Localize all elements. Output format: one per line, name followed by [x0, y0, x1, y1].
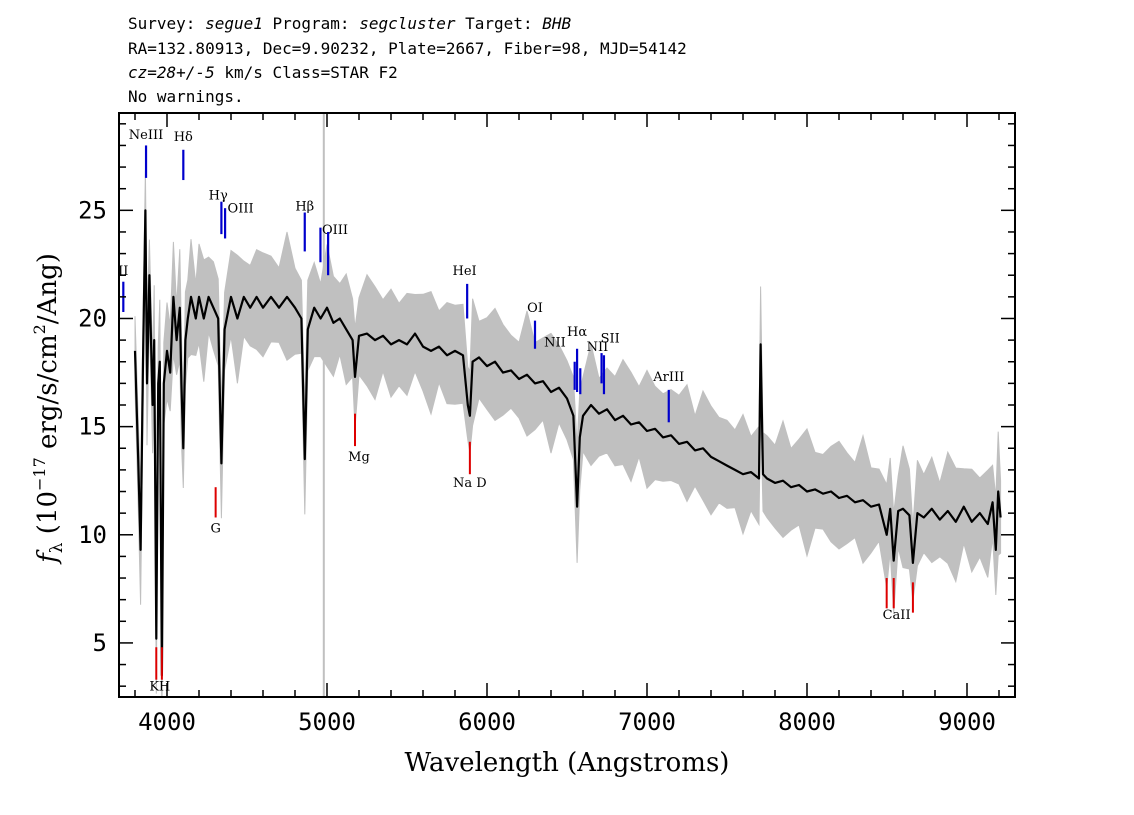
x-tick-label: 4000 — [138, 708, 196, 736]
x-tick-label: 7000 — [618, 708, 676, 736]
line-label: HeI — [453, 264, 477, 279]
line-label: Hδ — [174, 130, 193, 145]
header-redshift-line: cz=28+/-5 km/s Class=STAR F2 — [128, 63, 398, 82]
line-label: H — [159, 680, 170, 695]
line-label: Na D — [453, 476, 487, 491]
header-coordinates-line: RA=132.80913, Dec=9.90232, Plate=2667, F… — [128, 39, 687, 58]
flux-line — [133, 209, 1002, 677]
line-label: SII — [601, 331, 620, 346]
line-label: OIII — [228, 201, 254, 216]
y-tick-label: 25 — [78, 196, 107, 224]
line-label: G — [210, 522, 220, 537]
y-tick-label: 5 — [93, 629, 107, 657]
y-axis-label: fλ (10−17 erg/s/cm2/Ang) — [30, 253, 67, 565]
header-warnings-line: No warnings. — [128, 87, 244, 106]
line-label: II — [118, 264, 128, 279]
header-survey-line: Survey: segue1 Program: segcluster Targe… — [128, 14, 571, 33]
line-label: K — [149, 680, 159, 695]
line-label: Hγ — [209, 189, 228, 204]
header: Survey: segue1 Program: segcluster Targe… — [128, 14, 687, 106]
x-tick-label: 9000 — [938, 708, 996, 736]
error-band — [134, 170, 1002, 697]
line-label: Mg — [348, 450, 370, 465]
y-tick-label: 10 — [78, 521, 107, 549]
y-tick-label: 20 — [78, 304, 107, 332]
line-label: Hβ — [295, 199, 314, 214]
line-label: NII — [587, 340, 609, 355]
line-label: OIII — [322, 223, 348, 238]
line-label: Hα — [567, 325, 587, 340]
x-axis-label: Wavelength (Angstroms) — [405, 748, 730, 778]
line-label: NeIII — [129, 128, 163, 143]
line-label: CaII — [883, 608, 911, 623]
line-label: NII — [544, 336, 566, 351]
y-tick-label: 15 — [78, 413, 107, 441]
x-tick-label: 8000 — [778, 708, 836, 736]
x-tick-label: 6000 — [458, 708, 516, 736]
line-label: OI — [527, 301, 543, 316]
x-tick-label: 5000 — [298, 708, 356, 736]
line-label: ArIII — [652, 370, 684, 385]
